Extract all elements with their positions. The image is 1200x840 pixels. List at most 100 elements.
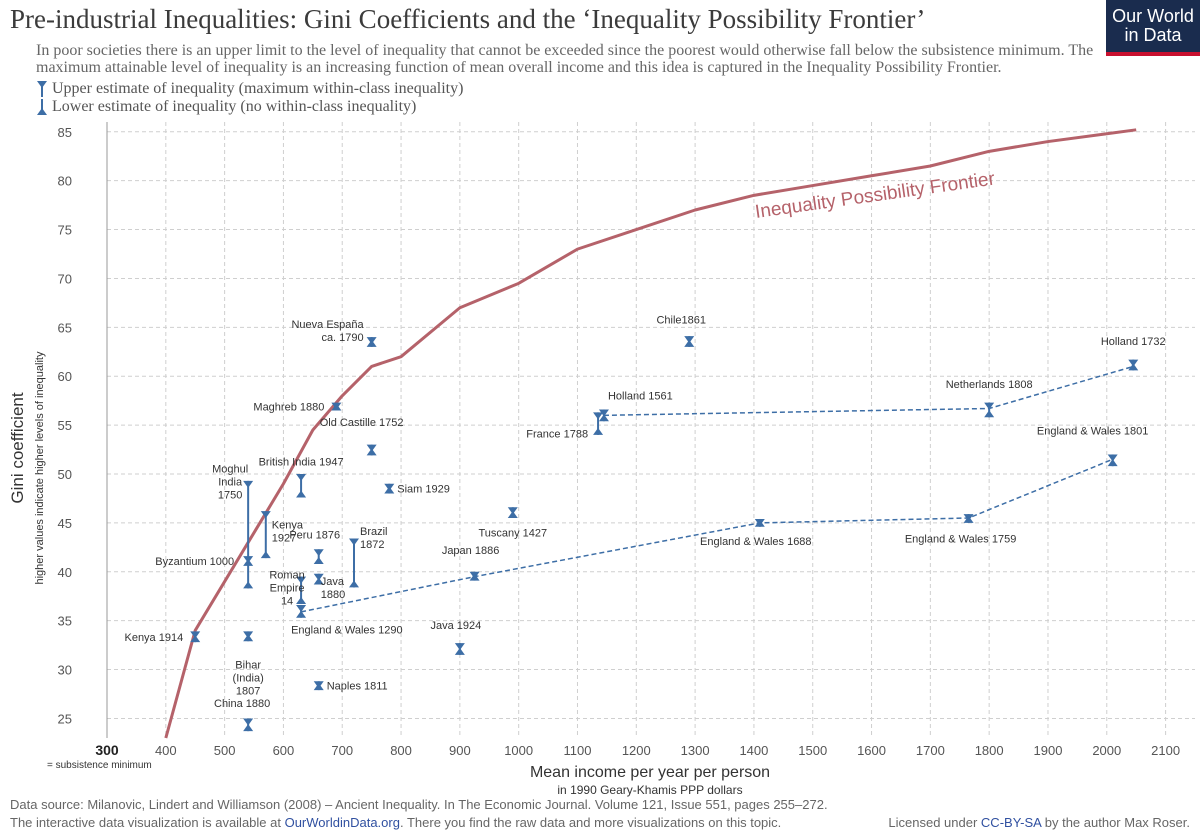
- point-label: Japan 1886: [442, 545, 500, 557]
- x-tick-label: 1500: [798, 743, 827, 758]
- lower-estimate-marker: [296, 597, 307, 605]
- point-label: Netherlands 1808: [946, 379, 1033, 391]
- upper-estimate-marker: [313, 573, 324, 581]
- upper-estimate-marker: [296, 474, 307, 481]
- point-label-line: Java: [321, 576, 345, 588]
- lower-estimate-marker: [313, 683, 324, 691]
- point-label: Kenya 1927: [272, 520, 304, 545]
- lower-estimate-marker: [469, 573, 480, 581]
- point-label-line: 1807: [236, 685, 260, 697]
- point-label-line: Bihar: [235, 659, 261, 671]
- license-note: Licensed under CC-BY-SA by the author Ma…: [888, 815, 1190, 830]
- series-line: [603, 365, 1134, 417]
- lower-estimate-marker: [296, 610, 307, 618]
- x-tick-label: 1000: [504, 743, 533, 758]
- upper-estimate-marker: [243, 480, 254, 488]
- upper-estimate-marker: [296, 605, 307, 613]
- point-label: Java 1880: [321, 576, 345, 601]
- y-tick-label: 25: [58, 711, 72, 726]
- owid-logo[interactable]: Our World in Data: [1106, 0, 1200, 56]
- lower-estimate-marker: [366, 339, 377, 347]
- x-tick-label: 1100: [564, 743, 592, 758]
- grid-lines: [107, 122, 1195, 738]
- license-post: by the author Max Roser.: [1041, 815, 1190, 830]
- point-label: Old Castille 1752: [320, 417, 404, 429]
- point-label-line: ca. 1790: [321, 332, 363, 344]
- lower-estimate-icon: [37, 99, 47, 115]
- point-label-line: 14: [281, 595, 293, 607]
- viz-note-post: . There you find the raw data and more v…: [399, 815, 782, 830]
- lower-estimate-marker: [384, 486, 395, 494]
- point-label-line: Empire: [270, 582, 305, 594]
- upper-estimate-marker: [1107, 454, 1118, 462]
- y-tick-label: 65: [58, 320, 72, 335]
- y-tick-label: 55: [58, 418, 72, 433]
- point-label-line: Kenya: [272, 520, 304, 532]
- point-label-line: 1880: [321, 589, 345, 601]
- x-tick-label: 400: [155, 743, 177, 758]
- point-label-line: (India): [233, 672, 264, 684]
- lower-estimate-marker: [313, 577, 324, 585]
- point-label-line: 1872: [360, 539, 384, 551]
- point-label: Siam 1929: [397, 484, 450, 496]
- y-tick-label: 30: [58, 663, 72, 678]
- point-label: Maghreb 1880: [253, 402, 324, 414]
- subsistence-tick: 300: [95, 742, 119, 758]
- point-label: England & Wales 1759: [905, 533, 1017, 545]
- upper-estimate-marker: [684, 336, 695, 344]
- point-label-line: Brazil: [360, 526, 388, 538]
- logo-line-1: Our World: [1112, 6, 1194, 26]
- x-tick-label: 2100: [1151, 743, 1180, 758]
- point-label: Moghul India 1750: [212, 464, 248, 502]
- point-label: Tuscany 1427: [478, 528, 547, 540]
- source-note: Data source: Milanovic, Lindert and Will…: [10, 797, 828, 812]
- upper-estimate-marker: [313, 549, 324, 557]
- upper-estimate-marker: [1128, 359, 1139, 367]
- lower-estimate-marker: [984, 410, 995, 418]
- viz-note: The interactive data visualization is av…: [10, 815, 781, 830]
- x-tick-label: 1800: [975, 743, 1004, 758]
- viz-note-pre: The interactive data visualization is av…: [10, 815, 285, 830]
- page-title: Pre-industrial Inequalities: Gini Coeffi…: [10, 4, 926, 34]
- y-tick-label: 75: [58, 223, 72, 238]
- x-tick-label: 700: [331, 743, 353, 758]
- axes: 400 500 600 700 800 900 1000 1100 1200 1300 1400 15…: [47, 122, 1180, 771]
- point-label: Java 1924: [430, 620, 481, 632]
- point-label: Chile1861: [656, 315, 706, 327]
- lower-estimate-marker: [260, 551, 271, 559]
- owid-link[interactable]: OurWorldinData.org: [284, 815, 400, 830]
- lower-estimate-marker: [507, 511, 518, 518]
- point-label: British India 1947: [259, 457, 344, 469]
- point-label-line: Moghul: [212, 464, 248, 476]
- markers: [190, 336, 1139, 732]
- x-tick-label: 1200: [622, 743, 651, 758]
- point-label: Byzantium 1000: [155, 556, 234, 568]
- subsistence-note: = subsistence minimum: [47, 760, 152, 771]
- point-label: England & Wales 1801: [1037, 425, 1149, 437]
- point-label-line: Nueva España: [291, 319, 364, 331]
- lower-estimate-marker: [593, 427, 604, 435]
- license-link[interactable]: CC-BY-SA: [980, 815, 1042, 830]
- lower-estimate-marker: [684, 339, 695, 347]
- point-labels: Kenya 1914 Byzantium 1000 Moghul India 1750 B…: [124, 315, 1165, 710]
- x-tick-label: 800: [390, 743, 412, 758]
- upper-estimate-icon: [37, 81, 47, 97]
- lower-estimate-marker: [243, 724, 254, 732]
- x-tick-label: 900: [449, 743, 471, 758]
- lower-estimate-marker: [243, 581, 254, 589]
- point-label: Roman Empire 14: [269, 569, 304, 607]
- point-label: Peru 1876: [289, 530, 340, 542]
- x-tick-label: 1700: [916, 743, 945, 758]
- x-tick-label: 500: [214, 743, 236, 758]
- lower-estimate-marker: [454, 647, 465, 655]
- upper-estimate-marker: [507, 507, 518, 515]
- point-label: Bihar (India) 1807: [233, 659, 264, 697]
- point-label: China 1880: [214, 698, 270, 710]
- page-subtitle: In poor societies there is an upper limi…: [36, 42, 1094, 76]
- y-axis-title: Gini coefficient: [8, 392, 27, 504]
- y-tick-label: 40: [58, 565, 72, 580]
- point-label: Naples 1811: [327, 681, 388, 693]
- point-label: England & Wales 1290: [291, 624, 403, 636]
- lower-estimate-marker: [1128, 363, 1139, 371]
- upper-estimate-marker: [984, 402, 995, 410]
